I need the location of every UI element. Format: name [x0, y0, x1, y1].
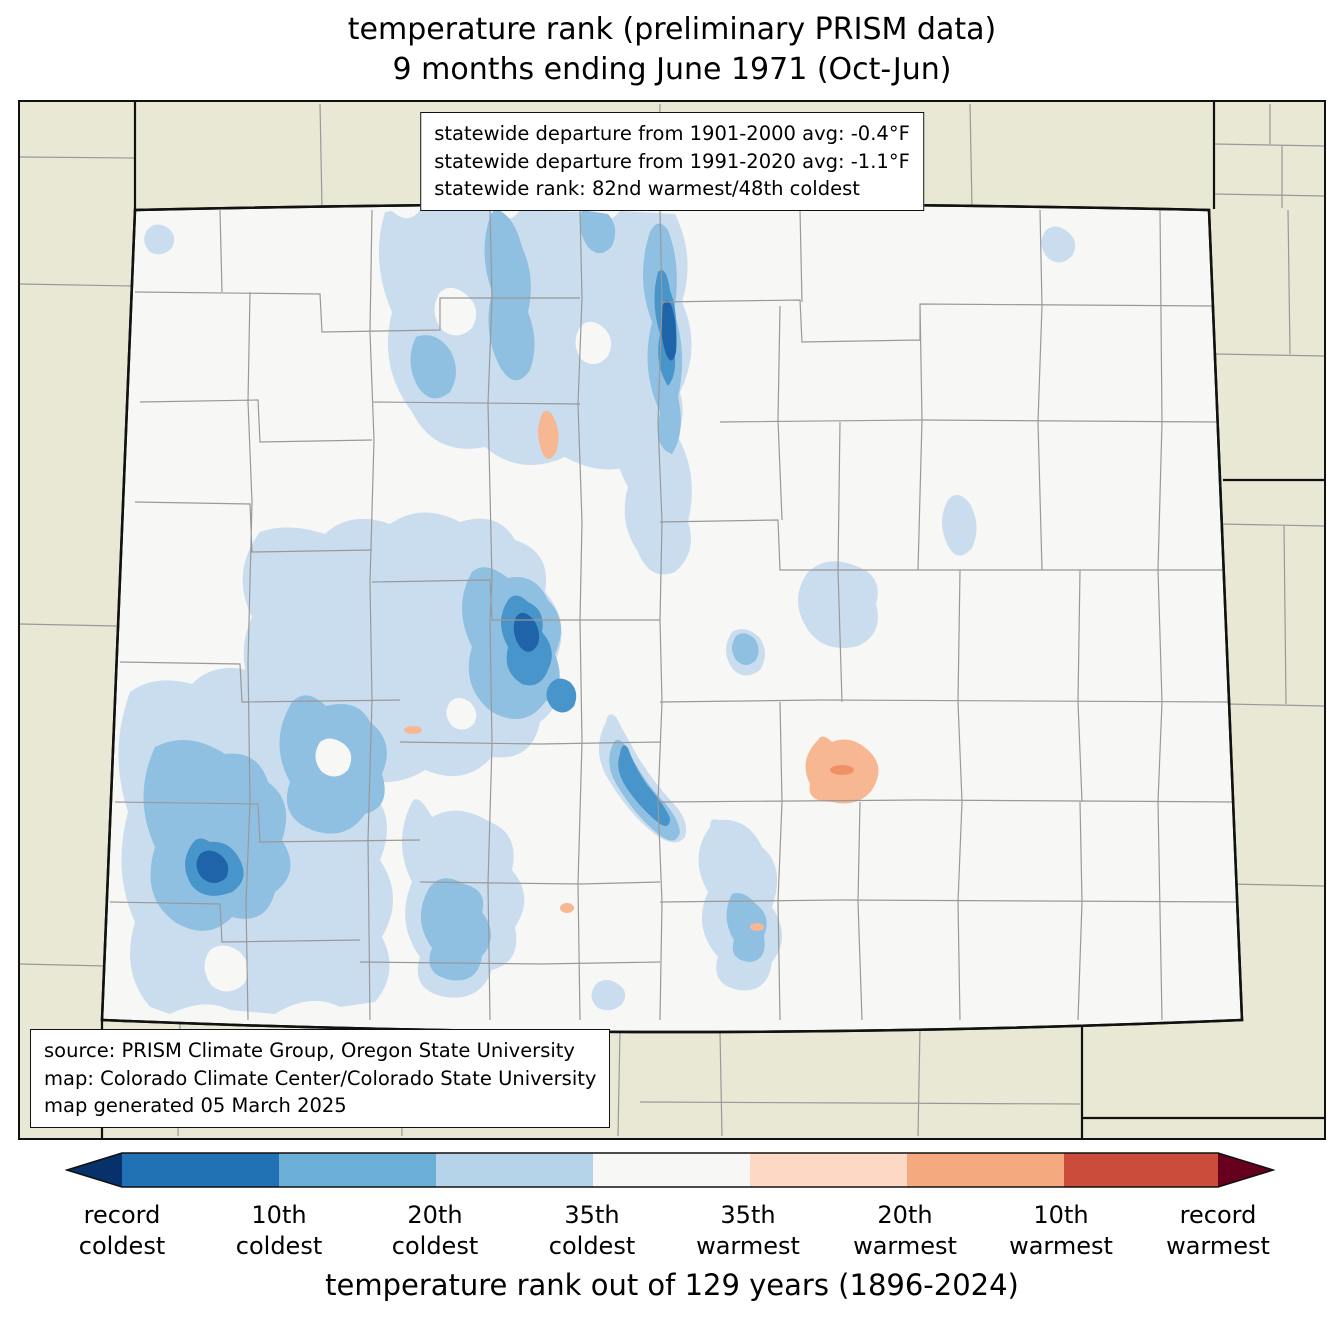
colorbar-label-10th-warmest: 10th warmest	[1009, 1201, 1113, 1260]
stats-line-2: statewide departure from 1991-2020 avg: …	[434, 149, 910, 173]
cold-anomaly-darkest-blobs	[196, 300, 677, 883]
source-line-3: map generated 05 March 2025	[44, 1094, 347, 1118]
colorbar-outline	[65, 1152, 1275, 1188]
source-line-1: source: PRISM Climate Group, Oregon Stat…	[44, 1038, 575, 1062]
colorbar-label-20th-warmest: 20th warmest	[853, 1201, 957, 1260]
temperature-rank-colorbar	[65, 1152, 1275, 1188]
colorbar-segment-7	[1064, 1153, 1218, 1187]
colorbar-segment-5	[750, 1153, 907, 1187]
state-interior-layers	[109, 209, 1241, 1021]
colorbar-segment-3	[436, 1153, 593, 1187]
colorbar-arrow-record-warmest	[1218, 1153, 1273, 1187]
neutral-holes	[204, 287, 612, 992]
warm-anomaly-core	[830, 765, 854, 775]
colorbar-label-20th-coldest: 20th coldest	[391, 1201, 479, 1260]
cold-anomaly-medium-blobs	[143, 209, 767, 981]
colorbar-segment-4	[593, 1153, 750, 1187]
colorbar-arrow-record-coldest	[67, 1153, 122, 1187]
stats-line-1: statewide departure from 1901-2000 avg: …	[434, 122, 910, 145]
stats-line-3: statewide rank: 82nd warmest/48th coldes…	[434, 177, 860, 201]
map-frame: statewide departure from 1901-2000 avg: …	[18, 100, 1326, 1140]
colorbar-label-35th-warmest: 35th warmest	[696, 1201, 800, 1260]
source-line-2: map: Colorado Climate Center/Colorado St…	[44, 1066, 597, 1090]
county-boundaries	[109, 209, 1241, 1021]
colorbar-label-record-warmest: record warmest	[1166, 1201, 1270, 1260]
colorbar-label-35th-coldest: 35th coldest	[548, 1201, 636, 1260]
colorbar-segment-2	[279, 1153, 436, 1187]
page-title-line2: 9 months ending June 1971 (Oct-Jun)	[392, 52, 952, 87]
statewide-stats-box: statewide departure from 1901-2000 avg: …	[420, 112, 924, 212]
colorbar-segment-1	[122, 1153, 279, 1187]
colorado-temperature-rank-map	[20, 102, 1324, 1138]
colorbar-segment-6	[907, 1153, 1064, 1187]
page-title-line1: temperature rank (preliminary PRISM data…	[347, 12, 997, 47]
colorbar-label-10th-coldest: 10th coldest	[235, 1201, 323, 1260]
colorbar-label-record-coldest: record coldest	[78, 1201, 166, 1260]
colorbar-axis-title: temperature rank out of 129 years (1896-…	[325, 1268, 1019, 1302]
source-attribution-box: source: PRISM Climate Group, Oregon Stat…	[30, 1028, 611, 1128]
